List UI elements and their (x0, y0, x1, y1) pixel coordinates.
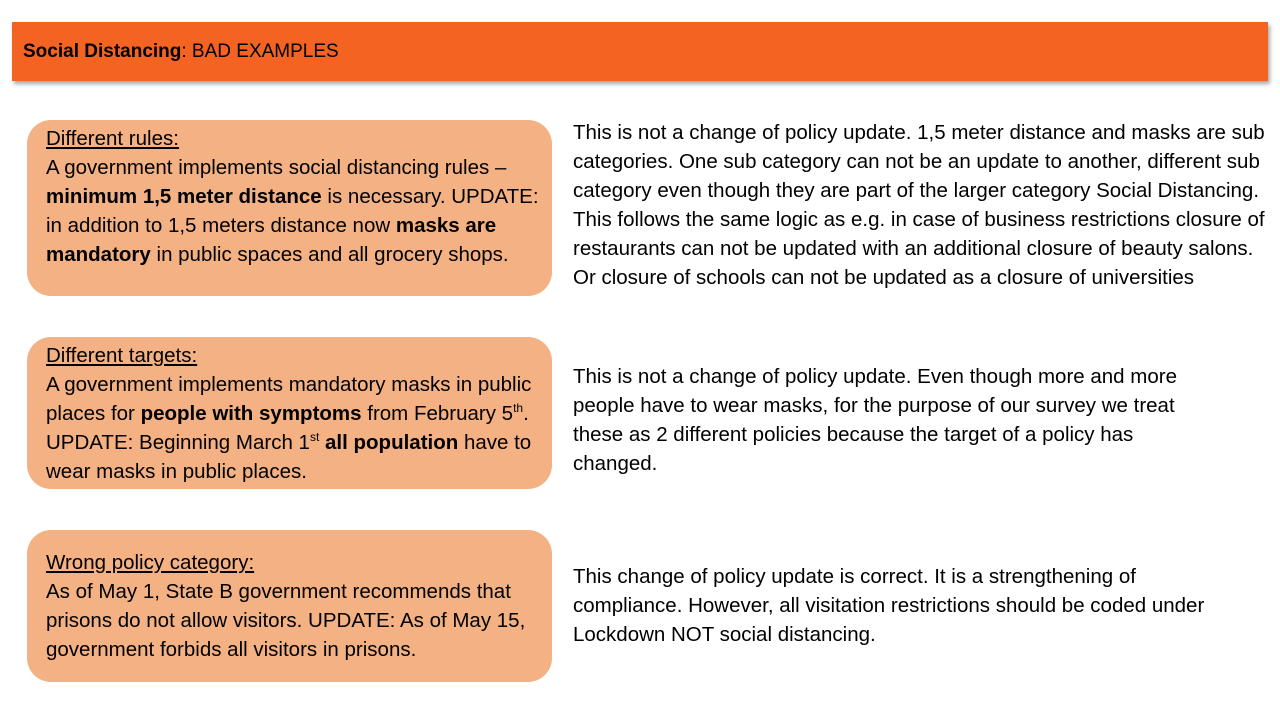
explanation-different-targets: This is not a change of policy update. E… (573, 365, 1177, 475)
example-heading: Different rules: (46, 127, 179, 150)
example-text: As of May 1, State B government recommen… (46, 580, 526, 661)
text-run: is necessary. UPDATE: in addition to 1,5… (46, 185, 539, 237)
example-box-wrong-category: Wrong policy category: As of May 1, Stat… (27, 530, 552, 682)
title-bold: Social Distancing (23, 41, 182, 62)
title-rest: : BAD EXAMPLES (181, 41, 339, 62)
slide-title-bar: Social Distancing: BAD EXAMPLES (12, 22, 1268, 81)
text-run: A government implements social distancin… (46, 156, 507, 179)
text-run: from February 5 (361, 402, 514, 425)
superscript: st (309, 430, 320, 444)
text-run: A government implements mandatory masks … (46, 373, 532, 425)
bold-run: masks are mandatory (46, 214, 497, 266)
bold-run: minimum 1,5 meter distance (46, 185, 322, 208)
explanation-different-rules: This is not a change of policy update. 1… (573, 121, 1265, 289)
bold-run: all population (325, 431, 459, 454)
explanation-wrong-category: This change of policy update is correct.… (573, 565, 1205, 646)
bold-run: people with symptoms (140, 402, 362, 425)
text-run: . UPDATE: Beginning March 1 (46, 402, 529, 454)
example-box-different-targets: Different targets: A government implemen… (27, 337, 552, 489)
example-heading: Wrong policy category: (46, 551, 255, 574)
example-box-different-rules: Different rules: A government implements… (27, 120, 552, 296)
example-text: A government implements mandatory masks … (46, 370, 542, 486)
example-text: A government implements social distancin… (46, 153, 542, 269)
superscript: th (513, 401, 524, 415)
text-run: in public spaces and all grocery shops. (150, 243, 509, 266)
example-heading: Different targets: (46, 344, 198, 367)
text-run: have to wear masks in public places. (46, 431, 532, 483)
